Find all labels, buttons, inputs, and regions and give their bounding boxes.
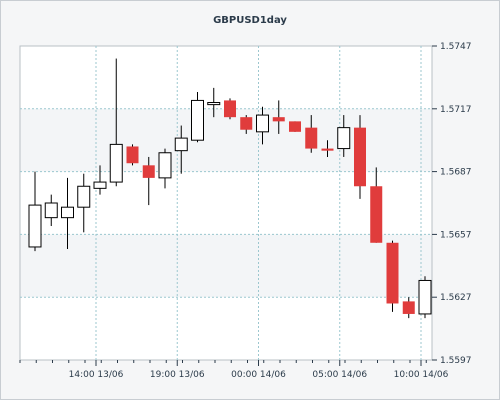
x-tick-label: 14:00 13/06 — [69, 370, 124, 380]
plot-bands — [20, 108, 432, 298]
candle — [354, 115, 366, 199]
candle — [370, 167, 383, 243]
candle-body-up — [207, 102, 221, 106]
candle — [158, 148, 172, 189]
candle-body-up — [158, 152, 172, 179]
candles — [28, 58, 432, 319]
y-tick-label: 1.5627 — [440, 293, 472, 303]
candle — [386, 240, 399, 312]
candle — [224, 98, 236, 120]
x-tick-label: 10:00 14/06 — [394, 370, 449, 380]
candle — [272, 100, 285, 134]
candle-body-up — [28, 204, 42, 248]
candle-body-up — [256, 114, 269, 133]
candle-body-up — [44, 202, 58, 219]
x-tick-label: 05:00 14/06 — [312, 370, 367, 380]
candle — [256, 106, 269, 145]
candle-body-up — [77, 185, 91, 208]
candle-body-down — [272, 117, 285, 122]
candle — [109, 58, 123, 187]
plot-band — [20, 108, 432, 172]
candle — [402, 297, 415, 319]
candle — [305, 115, 318, 153]
candle — [321, 140, 334, 157]
candle — [191, 92, 204, 143]
candle — [207, 87, 221, 118]
x-axis-ticks: 14:00 13/06 19:00 13/06 00:00 14/06 05:0… — [69, 370, 449, 380]
candle-body-up — [337, 127, 351, 150]
plot-band — [20, 234, 432, 298]
candle — [289, 121, 301, 132]
grid-lines — [20, 46, 432, 360]
x-tick-label: 19:00 13/06 — [150, 370, 205, 380]
chart-title: GBPUSD1day — [213, 15, 287, 26]
candle — [240, 115, 253, 134]
candle-body-up — [418, 279, 432, 315]
candle — [174, 125, 188, 174]
candle — [28, 171, 42, 252]
candle-body-down — [289, 121, 301, 132]
candle — [44, 194, 58, 227]
candle-body-down — [305, 127, 318, 149]
y-tick-label: 1.5717 — [440, 105, 472, 115]
candle — [126, 144, 139, 166]
candle-body-up — [109, 143, 123, 183]
candle — [77, 173, 91, 233]
y-tick-label: 1.5597 — [440, 356, 472, 366]
x-minor-ticks — [19, 360, 427, 366]
candle — [418, 276, 432, 319]
candle-body-up — [61, 206, 74, 219]
candle-body-up — [93, 181, 107, 189]
y-tick-label: 1.5687 — [440, 168, 472, 178]
x-tick-label: 00:00 14/06 — [231, 370, 286, 380]
candle-body-down — [142, 165, 155, 178]
candle-body-down — [386, 242, 399, 304]
candle — [93, 165, 107, 195]
candle — [61, 177, 74, 250]
candle-body-down — [402, 301, 415, 314]
y-tick-label: 1.5657 — [440, 230, 472, 240]
candle-body-up — [174, 137, 188, 152]
candle — [142, 156, 155, 206]
candle-body-down — [354, 127, 366, 187]
candle-body-up — [191, 99, 204, 141]
y-tick-label: 1.5747 — [440, 42, 472, 52]
y-axis-ticks: 1.5747 1.5717 1.5687 1.5657 1.5627 1.559… — [432, 42, 472, 366]
candle-body-down — [370, 186, 383, 243]
candle-body-down — [240, 117, 253, 130]
candle-body-down — [321, 148, 334, 151]
candle-body-down — [224, 100, 236, 118]
candle-body-down — [126, 146, 139, 164]
candle — [337, 115, 351, 157]
